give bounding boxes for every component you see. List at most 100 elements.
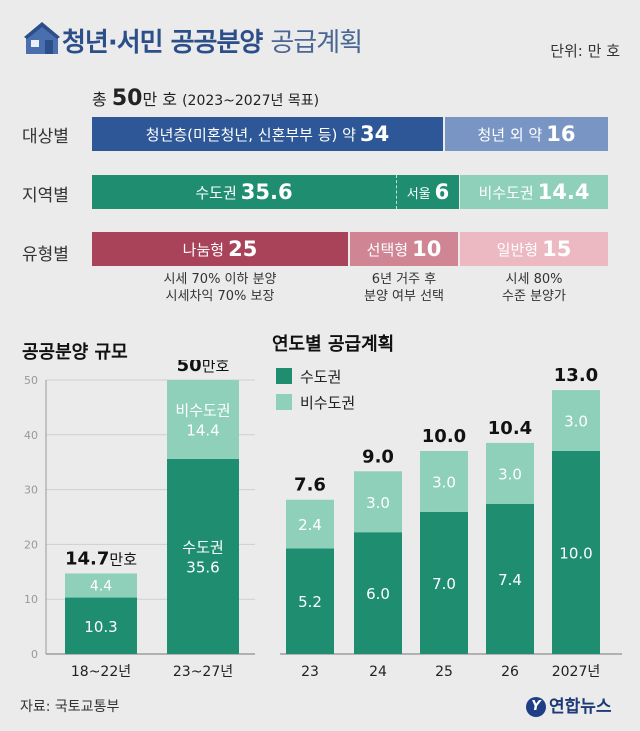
segment-non-youth-text: 청년 외 약: [477, 125, 543, 144]
bar-value-label: 3.0: [366, 494, 390, 512]
bar-capital-0: [65, 597, 137, 654]
note-sharing: 시세 70% 이하 분양 시세차익 70% 보장: [140, 271, 300, 305]
y-tick-label: 10: [24, 593, 38, 606]
segment-capital-value: 35.6: [240, 180, 293, 204]
chart1-title: 공공분양 규모: [22, 342, 128, 363]
logo-text: 연합뉴스: [549, 697, 612, 717]
note-choice-line2: 분양 여부 선택: [363, 289, 445, 304]
note-sharing-line1: 시세 70% 이하 분양: [163, 272, 277, 287]
x-tick-label: 23: [301, 664, 319, 680]
bar-capital-3: [486, 503, 534, 654]
bar-total-label: 7.6: [294, 475, 326, 496]
bar-non-capital-0: [286, 499, 334, 549]
note-general: 시세 80% 수준 분양가: [474, 271, 594, 305]
note-choice-line1: 6년 거주 후: [371, 272, 437, 287]
segment-non-capital-text: 비수도권: [478, 183, 534, 202]
bar-total-label: 10.0: [422, 426, 466, 447]
bar-value-label: 6.0: [366, 585, 390, 603]
x-tick-label: 26: [501, 664, 519, 680]
unit-label: 단위: 만 호: [550, 42, 620, 60]
bar-series-label: 수도권: [182, 538, 223, 556]
total-prefix: 총: [92, 90, 107, 109]
legend-swatch: [276, 394, 292, 410]
segment-choice: 선택형 10: [350, 232, 458, 266]
bar-non-capital-4: [552, 390, 600, 451]
bar-capital-1: [354, 532, 402, 654]
segment-youth: 청년층(미혼청년, 신혼부부 등) 약 34: [92, 117, 443, 151]
segment-non-youth: 청년 외 약 16: [445, 117, 608, 151]
y-tick-label: 50: [24, 374, 38, 387]
x-tick-label: 18~22년: [71, 664, 131, 680]
bar-value-label: 4.4: [90, 579, 112, 595]
bar-capital-2: [420, 511, 468, 654]
chart1-scale-chart: 0 10 20 30 40 50 18~22년 14.7만호 10.3 4.4 23~27년 50만호…: [24, 360, 255, 680]
bar-total-label: 13.0: [554, 365, 598, 386]
title-main: 청년·서민 공공분양: [62, 28, 263, 58]
y-tick-label: 40: [24, 429, 38, 442]
row-label-target: 대상별: [22, 127, 69, 147]
note-sharing-line2: 시세차익 70% 보장: [165, 289, 275, 304]
bar-non-capital-0: [65, 573, 137, 598]
bar-capital-4: [552, 451, 600, 654]
bar-value-label: 35.6: [186, 558, 219, 576]
bar-value-label: 7.4: [498, 571, 522, 589]
title-sub: 공급계획: [270, 28, 363, 58]
total-period: (2023~2027년 목표): [182, 93, 320, 109]
legend-label: 수도권: [300, 368, 341, 386]
note-general-line2: 수준 분양가: [502, 289, 566, 304]
yonhap-logo: Y 연합뉴스: [526, 692, 612, 717]
y-tick-label: 30: [24, 484, 38, 497]
bar-value-label: 3.0: [432, 473, 456, 491]
segment-sharing-text: 나눔형: [182, 240, 225, 259]
bar-value-label: 3.0: [564, 413, 588, 431]
legend-label: 비수도권: [300, 394, 355, 412]
segment-choice-text: 선택형: [366, 240, 409, 259]
y-tick-label: 20: [24, 538, 38, 551]
bar-value-label: 5.2: [298, 593, 322, 611]
bar-value-label: 10.3: [84, 618, 117, 636]
segment-choice-value: 10: [412, 237, 442, 261]
bar-capital-0: [286, 548, 334, 654]
total-suffix: 만 호: [142, 90, 177, 109]
bar-non-capital-1: [167, 380, 239, 459]
bar-value-label: 14.4: [186, 421, 219, 439]
segment-general-value: 15: [542, 237, 572, 261]
segment-youth-text: 청년층(미혼청년, 신혼부부 등) 약: [145, 125, 356, 144]
segment-seoul-text: 서울: [406, 186, 431, 202]
bar-total-label: 10.4: [488, 418, 532, 439]
x-tick-label: 2027년: [552, 664, 601, 680]
bar-non-capital-1: [354, 471, 402, 533]
bar-capital-1: [167, 458, 239, 654]
source-note: 자료: 국토교통부: [20, 699, 120, 715]
note-choice: 6년 거주 후 분양 여부 선택: [344, 271, 464, 305]
segment-general: 일반형 15: [460, 232, 608, 266]
total-value: 50: [111, 86, 143, 111]
x-tick-label: 25: [435, 664, 453, 680]
bar-total-label: 50만호: [177, 360, 230, 376]
bar-value-label: 10.0: [559, 545, 592, 563]
segment-general-text: 일반형: [496, 240, 539, 259]
segment-seoul: 서울 6: [396, 175, 459, 209]
legend-swatch: [276, 368, 292, 384]
chart2-title: 연도별 공급계획: [272, 334, 395, 355]
bar-series-label: 비수도권: [175, 401, 230, 419]
segment-non-capital-value: 14.4: [537, 180, 590, 204]
row-label-region: 지역별: [22, 186, 69, 206]
row-label-type: 유형별: [22, 245, 69, 265]
house-icon: [24, 22, 60, 54]
bar-total-label: 14.7만호: [65, 548, 137, 569]
segment-non-capital: 비수도권 14.4: [460, 175, 608, 209]
segment-capital: 수도권 35.6: [92, 175, 396, 209]
segment-seoul-value: 6: [434, 180, 450, 204]
bar-value-label: 7.0: [432, 575, 456, 593]
y-tick-label: 0: [31, 648, 38, 661]
total-summary: 총 50만 호 (2023~2027년 목표): [92, 86, 319, 111]
bar-value-label: 2.4: [298, 516, 322, 534]
bar-total-label: 9.0: [362, 446, 394, 467]
segment-sharing: 나눔형 25: [92, 232, 348, 266]
page-title: 청년·서민 공공분양 공급계획: [62, 22, 363, 59]
bar-non-capital-3: [486, 442, 534, 504]
segment-sharing-value: 25: [228, 237, 258, 261]
segment-non-youth-value: 16: [546, 122, 576, 146]
